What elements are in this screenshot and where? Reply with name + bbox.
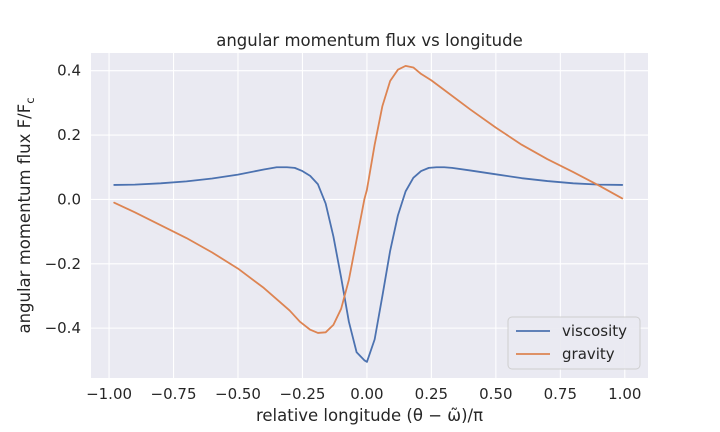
- x-tick-label: −0.25: [279, 385, 325, 403]
- y-tick-label: 0.0: [57, 190, 81, 208]
- y-tick-label: −0.4: [45, 319, 81, 337]
- series-line-gravity: [113, 64, 624, 334]
- y-tick-label: −0.2: [45, 255, 81, 273]
- legend-label-viscosity: viscosity: [562, 322, 627, 340]
- series-lines: [113, 64, 624, 363]
- legend-box: [507, 316, 641, 370]
- x-tick-label: 0.00: [350, 385, 383, 403]
- x-tick-label: −0.75: [151, 385, 197, 403]
- y-axis-label-main: angular momentum flux F/F: [15, 104, 34, 334]
- legend-label-gravity: gravity: [562, 345, 615, 363]
- x-tick-label: −1.00: [86, 385, 132, 403]
- chart-title: angular momentum flux vs longitude: [216, 31, 523, 50]
- x-axis-label: relative longitude (θ − ω̃)/π: [256, 406, 483, 425]
- y-tick-labels: −0.4 −0.2 0.0 0.2 0.4: [45, 62, 81, 337]
- y-axis-label-subscript: c: [23, 97, 37, 103]
- x-tick-label: 0.50: [479, 385, 512, 403]
- x-tick-labels: −1.00 −0.75 −0.50 −0.25 0.00 0.25 0.50 0.75 1.00: [86, 385, 641, 403]
- legend: viscosity gravity: [507, 316, 641, 370]
- x-tick-label: 0.75: [544, 385, 577, 403]
- x-tick-label: 0.25: [415, 385, 448, 403]
- series-line-viscosity: [113, 166, 624, 363]
- y-tick-label: 0.4: [57, 62, 81, 80]
- y-axis-label: angular momentum flux F/Fc: [15, 97, 37, 333]
- x-tick-label: 1.00: [608, 385, 641, 403]
- x-tick-label: −0.50: [215, 385, 261, 403]
- y-tick-label: 0.2: [57, 126, 81, 144]
